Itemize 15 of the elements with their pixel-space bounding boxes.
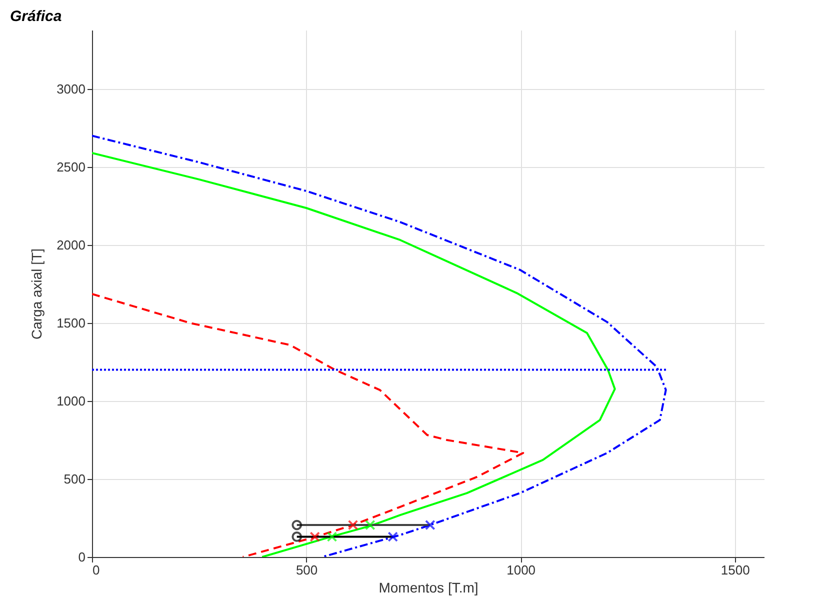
x-tick-label: 500 [296, 562, 318, 578]
x-tick-label: 0 [92, 562, 100, 578]
chart-title: Gráfica [10, 8, 62, 25]
y-tick-label: 2500 [56, 159, 86, 174]
y-tick-label: 1000 [56, 393, 86, 408]
line-series [92, 292, 524, 557]
y-axis-title: Carga axial [T] [28, 248, 45, 340]
y-tick-label: 0 [78, 550, 86, 564]
y-tick-label: 500 [64, 471, 86, 486]
y-tick-label: 3000 [56, 81, 86, 96]
y-tick-label: 1500 [56, 315, 86, 330]
y-tick-label: 2000 [56, 237, 86, 252]
x-axis-title: Momentos [T.m] [378, 580, 478, 596]
x-tick-label: 1000 [506, 562, 536, 578]
x-tick-label: 1500 [720, 562, 750, 578]
